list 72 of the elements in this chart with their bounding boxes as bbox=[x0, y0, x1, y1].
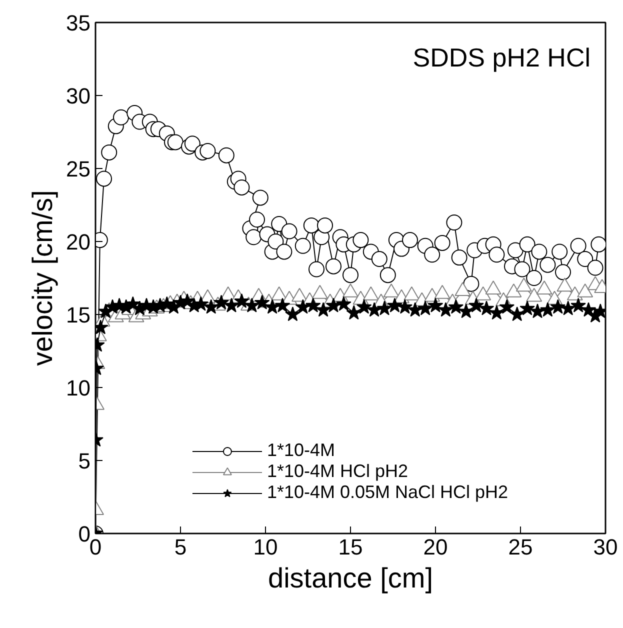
x-tick-label: 25 bbox=[508, 534, 533, 560]
y-tick-label: 5 bbox=[78, 448, 91, 474]
point bbox=[234, 293, 250, 308]
y-tick-label: 35 bbox=[66, 10, 91, 36]
legend-label: 1*10-4M HCl pH2 bbox=[266, 461, 408, 482]
point bbox=[342, 283, 358, 298]
y-axis-title: velocity [cm/s] bbox=[27, 190, 58, 366]
y-tick-label: 30 bbox=[66, 84, 91, 108]
point bbox=[526, 288, 542, 302]
x-tick-label: 5 bbox=[174, 534, 187, 560]
y-tick-label: 20 bbox=[66, 230, 91, 254]
point bbox=[362, 286, 379, 300]
legend-label: 1*10-4M bbox=[266, 440, 335, 461]
point bbox=[478, 300, 494, 316]
point bbox=[570, 298, 586, 312]
point bbox=[326, 298, 342, 312]
point bbox=[438, 302, 454, 317]
point bbox=[305, 298, 321, 312]
x-tick-label: 20 bbox=[423, 534, 448, 560]
point bbox=[404, 286, 420, 300]
text: SDDS pH2 HCl bbox=[412, 42, 591, 72]
point bbox=[271, 286, 288, 300]
point bbox=[346, 305, 362, 320]
point bbox=[560, 300, 576, 316]
point bbox=[254, 294, 270, 310]
point bbox=[214, 294, 229, 310]
point bbox=[468, 298, 484, 312]
point bbox=[418, 300, 433, 316]
point bbox=[520, 300, 535, 316]
point bbox=[292, 288, 308, 302]
point bbox=[336, 296, 352, 311]
point bbox=[448, 299, 464, 314]
point bbox=[274, 298, 290, 312]
point bbox=[458, 304, 474, 318]
x-tick-label: 10 bbox=[253, 534, 278, 560]
point bbox=[536, 280, 552, 295]
point bbox=[509, 306, 525, 322]
y-tick-label: 10 bbox=[66, 376, 91, 400]
point bbox=[383, 283, 400, 298]
point bbox=[312, 284, 328, 299]
point bbox=[366, 302, 382, 317]
x-tick-label: 30 bbox=[593, 534, 618, 560]
point bbox=[356, 299, 372, 314]
point bbox=[475, 286, 492, 300]
point bbox=[316, 302, 331, 317]
point bbox=[556, 278, 573, 292]
point bbox=[264, 299, 280, 314]
point bbox=[485, 280, 502, 295]
point bbox=[376, 300, 392, 316]
point bbox=[540, 302, 556, 317]
point bbox=[499, 299, 515, 314]
point bbox=[203, 299, 219, 314]
point bbox=[530, 304, 546, 318]
point bbox=[397, 299, 413, 314]
x-axis-title: distance [cm] bbox=[268, 562, 433, 594]
point bbox=[577, 283, 594, 298]
point bbox=[224, 298, 240, 312]
point bbox=[387, 298, 402, 312]
point bbox=[550, 299, 566, 314]
y-tick-label: 15 bbox=[66, 302, 91, 328]
point bbox=[285, 306, 300, 322]
point bbox=[434, 284, 450, 299]
x-tick-label: 15 bbox=[338, 534, 363, 560]
point bbox=[489, 305, 504, 320]
point bbox=[516, 278, 532, 292]
point bbox=[454, 282, 471, 296]
point bbox=[407, 302, 423, 317]
point bbox=[506, 283, 522, 298]
point bbox=[428, 298, 444, 312]
legend-label: 1*10-4M 0.05M NaCl HCl pH2 bbox=[266, 482, 508, 503]
y-tick-label: 25 bbox=[66, 156, 91, 182]
point bbox=[244, 298, 260, 312]
